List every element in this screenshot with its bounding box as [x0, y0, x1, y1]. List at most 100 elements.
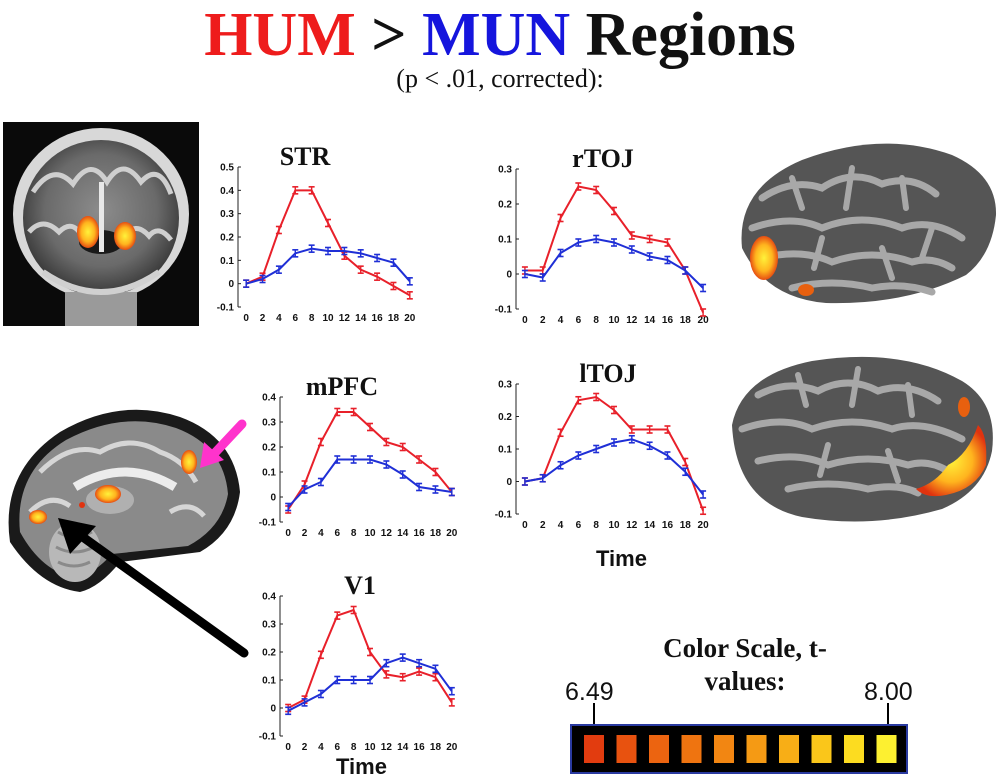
x-tick-label: 14 [397, 742, 409, 753]
x-tick-label: 2 [302, 528, 308, 539]
y-tick-label: 0.1 [262, 676, 276, 687]
x-tick-label: 16 [662, 520, 674, 531]
color-swatch [844, 735, 864, 763]
v1-plot: V1-0.100.10.20.30.40 2 4 6 8 10 12 14 16 18 20 [259, 571, 458, 753]
right-inflated-cortex-image [741, 143, 997, 304]
color-swatch [746, 735, 767, 763]
y-tick-label: -0.1 [259, 518, 277, 529]
title-gt: > [355, 1, 423, 69]
x-tick-label: 8 [351, 528, 357, 539]
mpfc-plot: mPFC-0.100.10.20.30.40 2 4 6 8 10 12 14 16 18 20 [259, 372, 458, 539]
x-tick-label: 2 [540, 315, 546, 326]
y-tick-label: 0.2 [498, 200, 512, 211]
x-tick-label: 10 [608, 520, 620, 531]
x-tick-label: 2 [540, 520, 546, 531]
x-tick-label: 16 [414, 742, 426, 753]
coronal-brain-slice-image [3, 122, 199, 326]
x-tick-label: 10 [608, 315, 620, 326]
y-tick-label: -0.1 [259, 732, 277, 743]
color-swatch [779, 735, 799, 763]
series-line-red [245, 189, 411, 297]
title-regions: Regions [570, 1, 796, 69]
plot-title: STR [280, 142, 331, 171]
y-tick-label: 0.1 [498, 235, 512, 246]
black-arrow-icon [58, 518, 249, 658]
x-tick-label: 10 [364, 528, 376, 539]
y-tick-label: 0.3 [498, 380, 512, 391]
y-tick-label: 0.5 [220, 163, 234, 174]
color-swatch [616, 735, 637, 763]
y-tick-label: 0.3 [262, 620, 276, 631]
color-swatch [714, 735, 734, 763]
color-swatch [811, 735, 832, 763]
y-tick-label: 0.3 [262, 418, 276, 429]
x-tick-label: 20 [698, 315, 710, 326]
x-tick-label: 18 [388, 313, 400, 324]
x-tick-label: 14 [644, 315, 656, 326]
x-tick-label: 0 [285, 528, 291, 539]
y-tick-label: 0.1 [262, 468, 276, 479]
v1-x-axis-label: Time [336, 754, 387, 779]
x-tick-label: 12 [626, 315, 638, 326]
y-tick-label: 0.4 [262, 592, 276, 603]
sagittal-brain-slice-image [8, 409, 241, 592]
x-tick-label: 6 [334, 742, 340, 753]
color-scale-min-label: 6.49 [565, 678, 614, 706]
y-tick-label: 0 [270, 704, 276, 715]
y-tick-label: 0.2 [262, 443, 276, 454]
y-tick-label: 0.2 [498, 412, 512, 423]
y-tick-label: 0.1 [220, 256, 234, 267]
x-tick-label: 6 [292, 313, 298, 324]
series-line-red [287, 608, 453, 709]
y-tick-label: 0 [228, 279, 234, 290]
y-tick-label: -0.1 [217, 303, 235, 314]
y-tick-label: 0.2 [220, 233, 234, 244]
x-tick-label: 8 [593, 315, 599, 326]
y-tick-label: 0.1 [498, 445, 512, 456]
x-tick-label: 18 [680, 315, 692, 326]
x-tick-label: 12 [339, 313, 351, 324]
x-tick-label: 14 [355, 313, 367, 324]
ltoj-x-axis-label: Time [596, 546, 647, 571]
y-tick-label: 0.2 [262, 648, 276, 659]
x-tick-label: 8 [309, 313, 315, 324]
color-scale-bar [570, 703, 908, 774]
y-tick-label: 0.3 [220, 209, 234, 220]
x-tick-label: 20 [404, 313, 416, 324]
color-swatch [649, 735, 669, 763]
x-tick-label: 12 [381, 742, 393, 753]
x-tick-label: 18 [680, 520, 692, 531]
x-tick-label: 20 [446, 742, 458, 753]
title-hum: HUM [204, 1, 356, 69]
pink-arrow-icon [200, 419, 247, 468]
y-tick-label: -0.1 [495, 510, 513, 521]
x-tick-label: 12 [626, 520, 638, 531]
color-scale-max-label: 8.00 [864, 678, 913, 706]
plot-title: rTOJ [572, 144, 634, 173]
x-tick-label: 6 [576, 315, 582, 326]
x-tick-label: 18 [430, 742, 442, 753]
x-tick-label: 8 [593, 520, 599, 531]
x-tick-label: 0 [285, 742, 291, 753]
page-subtitle: (p < .01, corrected): [396, 64, 604, 93]
x-tick-label: 2 [302, 742, 308, 753]
title-mun: MUN [422, 1, 571, 69]
x-tick-label: 0 [522, 520, 528, 531]
x-tick-label: 20 [698, 520, 710, 531]
plot-title: mPFC [306, 372, 378, 401]
x-tick-label: 16 [414, 528, 426, 539]
left-inflated-cortex-image [732, 356, 993, 522]
x-tick-label: 14 [397, 528, 409, 539]
y-tick-label: 0.4 [220, 186, 234, 197]
str-plot: STR-0.100.10.20.30.40.50 2 4 6 8 10 12 14 16 18 20 [217, 142, 416, 324]
x-tick-label: 10 [364, 742, 376, 753]
x-tick-label: 14 [644, 520, 656, 531]
color-scale-title: Color Scale, t-values: [663, 633, 827, 696]
x-tick-label: 4 [276, 313, 282, 324]
rtoj-plot: rTOJ -0.1 0 0.1 0.2 0.3 0 2 4 6 8 10 12 14 16 18 20 [495, 144, 710, 326]
color-swatch [584, 735, 604, 763]
y-tick-label: 0.3 [498, 165, 512, 176]
y-tick-label: 0 [506, 270, 512, 281]
x-tick-label: 8 [351, 742, 357, 753]
y-tick-label: 0.4 [262, 393, 276, 404]
